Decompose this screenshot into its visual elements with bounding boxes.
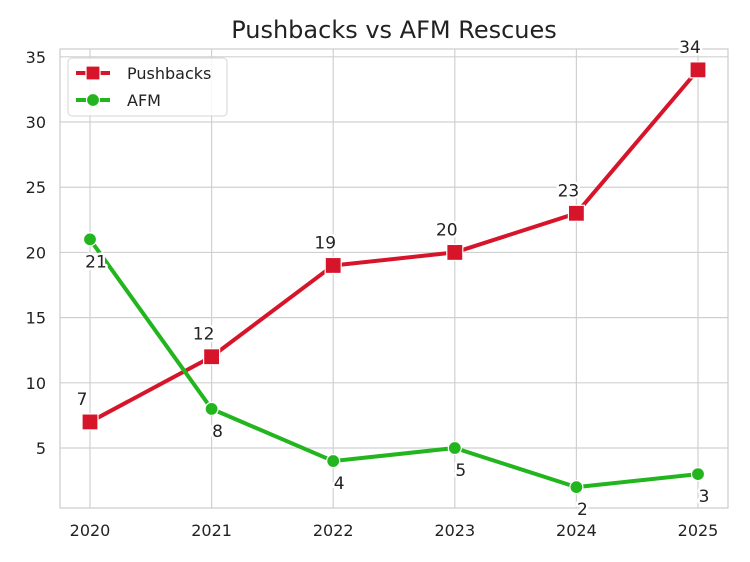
marker-afm-2020 [82,232,98,247]
plot-area-frame [59,48,729,509]
y-tick-label-15: 15 [26,309,46,328]
marker-afm-2025 [690,466,706,482]
chart-title: Pushbacks vs AFM Rescues [231,16,557,44]
legend-marker-pushbacks [85,65,101,81]
x-axis-ticks: 2020 2021 2022 2023 2024 2025 [70,521,719,540]
y-tick-label-30: 30 [26,113,46,132]
data-label-afm-2021: 8 [212,422,223,442]
grid [60,49,728,508]
marker-afm-2024 [569,480,584,495]
marker-pushbacks-2022 [324,256,342,275]
x-tick-label-2025: 2025 [678,521,719,540]
series-lines [88,67,700,490]
series-markers [81,61,707,495]
x-tick-label-2023: 2023 [434,521,475,540]
y-axis-ticks: 5 10 15 20 25 30 35 [26,48,46,458]
marker-pushbacks-2021 [203,348,221,366]
marker-pushbacks-2025 [689,61,707,79]
data-label-afm-2024: 2 [577,500,588,520]
data-label-pushbacks-2025: 34 [679,38,701,58]
marker-pushbacks-2020 [81,413,99,431]
marker-pushbacks-2024 [567,204,586,222]
y-tick-label-35: 35 [26,48,46,67]
series-line-pushbacks [88,67,700,424]
x-tick-label-2020: 2020 [70,521,111,540]
x-tick-label-2022: 2022 [313,521,354,540]
x-tick-label-2024: 2024 [556,521,597,540]
y-tick-label-20: 20 [26,243,46,262]
marker-afm-2023 [447,440,462,456]
marker-pushbacks-2023 [446,243,464,262]
data-label-pushbacks-2024: 23 [558,181,580,201]
legend-marker-afm [85,92,101,108]
data-label-afm-2023: 5 [455,461,466,481]
y-tick-label-5: 5 [36,439,46,458]
data-label-afm-2020: 21 [85,252,107,272]
data-label-pushbacks-2020: 7 [77,390,88,410]
legend: Pushbacks AFM [67,57,228,117]
legend-label-pushbacks: Pushbacks [127,64,211,83]
marker-afm-2022 [326,453,341,469]
data-label-pushbacks-2021: 12 [193,325,215,345]
x-tick-label-2021: 2021 [191,521,232,540]
legend-label-afm: AFM [127,91,161,110]
data-label-afm-2022: 4 [334,474,345,494]
y-tick-label-10: 10 [26,374,46,393]
data-label-pushbacks-2022: 19 [314,233,336,253]
data-label-afm-2025: 3 [699,487,710,507]
series-line-afm [88,237,700,490]
data-label-pushbacks-2023: 20 [436,220,458,240]
marker-afm-2021 [204,401,219,416]
y-tick-label-25: 25 [26,178,46,197]
